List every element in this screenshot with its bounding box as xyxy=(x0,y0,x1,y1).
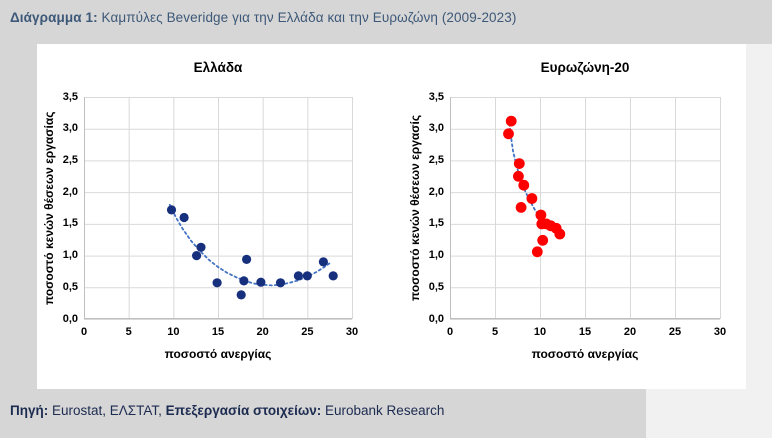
scatter-point xyxy=(196,242,206,252)
x-tick-label: 25 xyxy=(668,326,682,338)
processing-label: Επεξεργασία στοιχείων: xyxy=(165,403,322,418)
y-tick-label: 2,0 xyxy=(62,185,78,198)
x-tick-label: 5 xyxy=(491,326,499,338)
scatter-point xyxy=(166,205,177,215)
scatter-point xyxy=(236,290,246,300)
scatter-point xyxy=(256,277,266,287)
viewer-background-right xyxy=(746,44,772,389)
scatter-point xyxy=(242,254,252,264)
scatter-point xyxy=(531,246,543,258)
scatter-point xyxy=(212,278,222,288)
figure-caption-number: Διάγραμμα 1: xyxy=(10,10,98,25)
y-tick-label: 2,5 xyxy=(428,153,444,166)
scatter-point xyxy=(503,128,514,140)
y-tick-label: 3,0 xyxy=(428,122,444,135)
figure-caption-text: Καμπύλες Beveridge για την Ελλάδα και τη… xyxy=(97,10,517,25)
scatter-point xyxy=(328,271,338,281)
scatter-point xyxy=(302,271,312,281)
scatter-point xyxy=(535,209,547,221)
scatter-point xyxy=(275,278,286,288)
x-tick-label: 15 xyxy=(211,326,225,338)
x-tick-label: 10 xyxy=(167,326,180,338)
scatter-point xyxy=(179,212,189,223)
y-tick-label: 2,5 xyxy=(62,153,78,166)
chart-title-greece: Ελλάδα xyxy=(193,60,243,75)
source-text: Eurostat, ΕΛΣΤΑΤ, xyxy=(48,403,166,418)
scatter-point xyxy=(537,234,549,246)
scatter-point xyxy=(518,179,530,191)
y-tick-label: 1,0 xyxy=(428,249,444,262)
y-tick-label: 2,0 xyxy=(428,185,444,198)
x-tick-label: 0 xyxy=(80,326,88,338)
plot-area-greece: 0 5 10 15 20 25 30 0,0 0,5 1,0 1,5 2,0 2,5 3,0 3,5 xyxy=(63,91,358,339)
x-tick-label: 20 xyxy=(256,326,269,338)
x-tick-label: 0 xyxy=(446,326,454,338)
scatter-point xyxy=(293,271,303,281)
scatter-point xyxy=(239,276,249,286)
scatter-point xyxy=(318,257,328,267)
scatter-svg xyxy=(84,97,353,320)
scatter-svg xyxy=(450,97,721,320)
y-tick-label: 0,5 xyxy=(428,280,444,293)
figure-caption: Διάγραμμα 1: Καμπύλες Beveridge για την … xyxy=(10,10,516,25)
y-tick-label: 1,5 xyxy=(428,217,444,230)
x-tick-label: 30 xyxy=(345,326,359,338)
x-tick-label: 5 xyxy=(125,326,132,338)
scatter-point xyxy=(513,170,524,182)
x-tick-label: 20 xyxy=(623,326,637,338)
y-tick-label: 3,0 xyxy=(62,122,78,135)
scatter-point xyxy=(515,202,527,213)
processing-text: Eurobank Research xyxy=(321,403,445,418)
x-tick-label: 25 xyxy=(301,326,314,338)
viewer-background-corner xyxy=(646,389,772,438)
scatter-point xyxy=(513,158,525,169)
source-note: Πηγή: Eurostat, ΕΛΣΤΑΤ, Επεξεργασία στοι… xyxy=(10,403,444,418)
x-axis-label-eurozone: ποσοστό ανεργίας xyxy=(531,347,639,361)
scatter-point xyxy=(554,228,566,240)
y-tick-label: 3,5 xyxy=(428,90,444,103)
x-tick-label: 15 xyxy=(578,326,592,338)
y-tick-label: 1,5 xyxy=(62,217,78,230)
x-tick-label: 10 xyxy=(533,326,547,338)
y-tick-label: 0,0 xyxy=(62,312,78,325)
y-tick-label: 0,0 xyxy=(428,312,444,325)
y-tick-label: 3,5 xyxy=(62,90,78,103)
chart-title-eurozone: Ευρωζώνη-20 xyxy=(540,60,630,75)
x-tick-label: 30 xyxy=(713,326,727,338)
source-label: Πηγή: xyxy=(10,403,49,418)
scatter-point xyxy=(192,251,202,261)
y-tick-label: 1,0 xyxy=(62,249,78,262)
y-tick-label: 0,5 xyxy=(62,280,78,293)
scatter-point xyxy=(505,115,517,127)
x-axis-label-greece: ποσοστό ανεργίας xyxy=(164,347,272,361)
scatter-point xyxy=(526,193,538,204)
plot-area-eurozone: 0 5 10 15 20 25 30 0,0 0,5 1,0 1,5 2,0 2,5 3,0 3,5 xyxy=(429,91,726,339)
